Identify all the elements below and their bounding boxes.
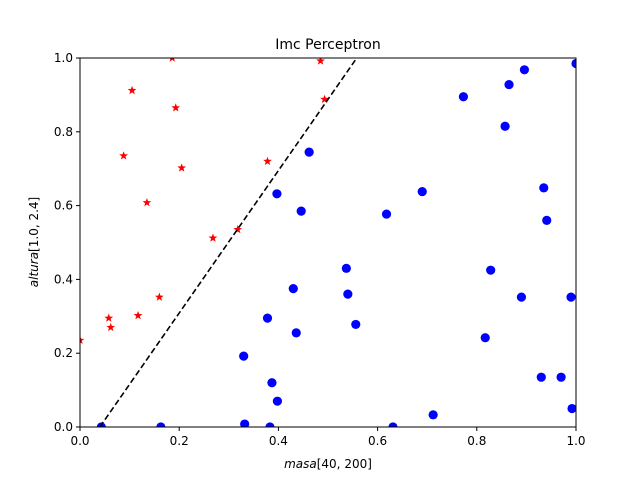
x-tick-label: 1.0: [566, 434, 585, 448]
y-axis-label: altura[1.0, 2.4]: [27, 197, 41, 287]
circle-point: [265, 422, 275, 427]
circle-point: [341, 263, 351, 273]
star-point: [233, 224, 243, 234]
y-tick-label: 0.8: [54, 125, 73, 139]
x-axis-label: masa[40, 200]: [284, 457, 372, 471]
star-point: [80, 335, 85, 345]
y-axis-ticks: 0.0 0.2 0.4 0.6 0.8 1.0: [54, 51, 80, 434]
star-point: [263, 156, 272, 166]
circle-point: [304, 147, 314, 157]
star-point: [106, 322, 116, 332]
circle-point: [542, 215, 552, 225]
x-tick-label: 0.4: [269, 434, 288, 448]
data-points: [80, 58, 576, 427]
star-point: [127, 85, 137, 95]
circle-point: [539, 183, 549, 193]
circle-point: [267, 378, 277, 388]
plot-frame: [79, 57, 577, 428]
y-tick-label: 0.6: [54, 199, 73, 213]
star-point: [104, 313, 114, 322]
circle-point: [500, 121, 510, 131]
x-tick-label: 0.0: [70, 434, 89, 448]
x-tick-label: 0.2: [170, 434, 189, 448]
circle-point: [566, 292, 576, 302]
y-tick-label: 0.0: [54, 420, 73, 434]
circle-point: [296, 206, 306, 216]
circle-point: [239, 351, 249, 361]
circle-point: [536, 372, 546, 382]
circle-point: [486, 265, 496, 275]
star-point: [177, 163, 187, 172]
circle-point: [381, 209, 392, 219]
y-tick-label: 0.2: [54, 346, 73, 360]
circle-point: [519, 65, 530, 75]
circle-point: [567, 403, 576, 414]
circle-point: [571, 58, 576, 69]
circle-point: [480, 333, 490, 343]
star-point: [154, 292, 164, 301]
star-point: [169, 58, 175, 62]
x-axis-label-range: [40, 200]: [317, 457, 372, 471]
star-point: [119, 151, 129, 160]
circle-point: [388, 422, 398, 427]
circle-point: [458, 92, 469, 102]
circle-point: [288, 284, 298, 294]
x-tick-label: 0.8: [467, 434, 486, 448]
chart-title: Imc Perceptron: [275, 37, 381, 53]
y-axis-label-var: altura: [27, 252, 41, 287]
circle-point: [504, 79, 514, 90]
star-point: [316, 58, 325, 65]
circle-point: [272, 396, 283, 406]
y-axis-label-range: [1.0, 2.4]: [27, 197, 41, 252]
circle-point: [417, 186, 427, 197]
decision-line: [99, 58, 358, 427]
star-point: [133, 310, 143, 320]
decision-boundary: [99, 58, 358, 427]
circle-point: [351, 319, 361, 330]
star-point: [320, 94, 329, 104]
circle-point: [556, 372, 566, 382]
star-point: [142, 198, 152, 207]
circle-point: [262, 313, 273, 323]
y-tick-label: 0.4: [54, 272, 73, 286]
y-tick-label: 1.0: [54, 51, 73, 65]
x-tick-label: 0.6: [368, 434, 387, 448]
x-axis-label-var: masa: [284, 457, 317, 471]
star-point: [208, 233, 218, 242]
circle-point: [428, 410, 438, 420]
circle-point: [156, 422, 166, 427]
circle-point: [343, 289, 353, 299]
circle-point: [272, 189, 282, 199]
circle-point: [516, 292, 527, 302]
x-axis-ticks: 0.0 0.2 0.4 0.6 0.8 1.0: [70, 427, 586, 448]
star-point: [171, 103, 181, 112]
circle-point: [291, 328, 301, 338]
circle-point: [240, 419, 250, 427]
